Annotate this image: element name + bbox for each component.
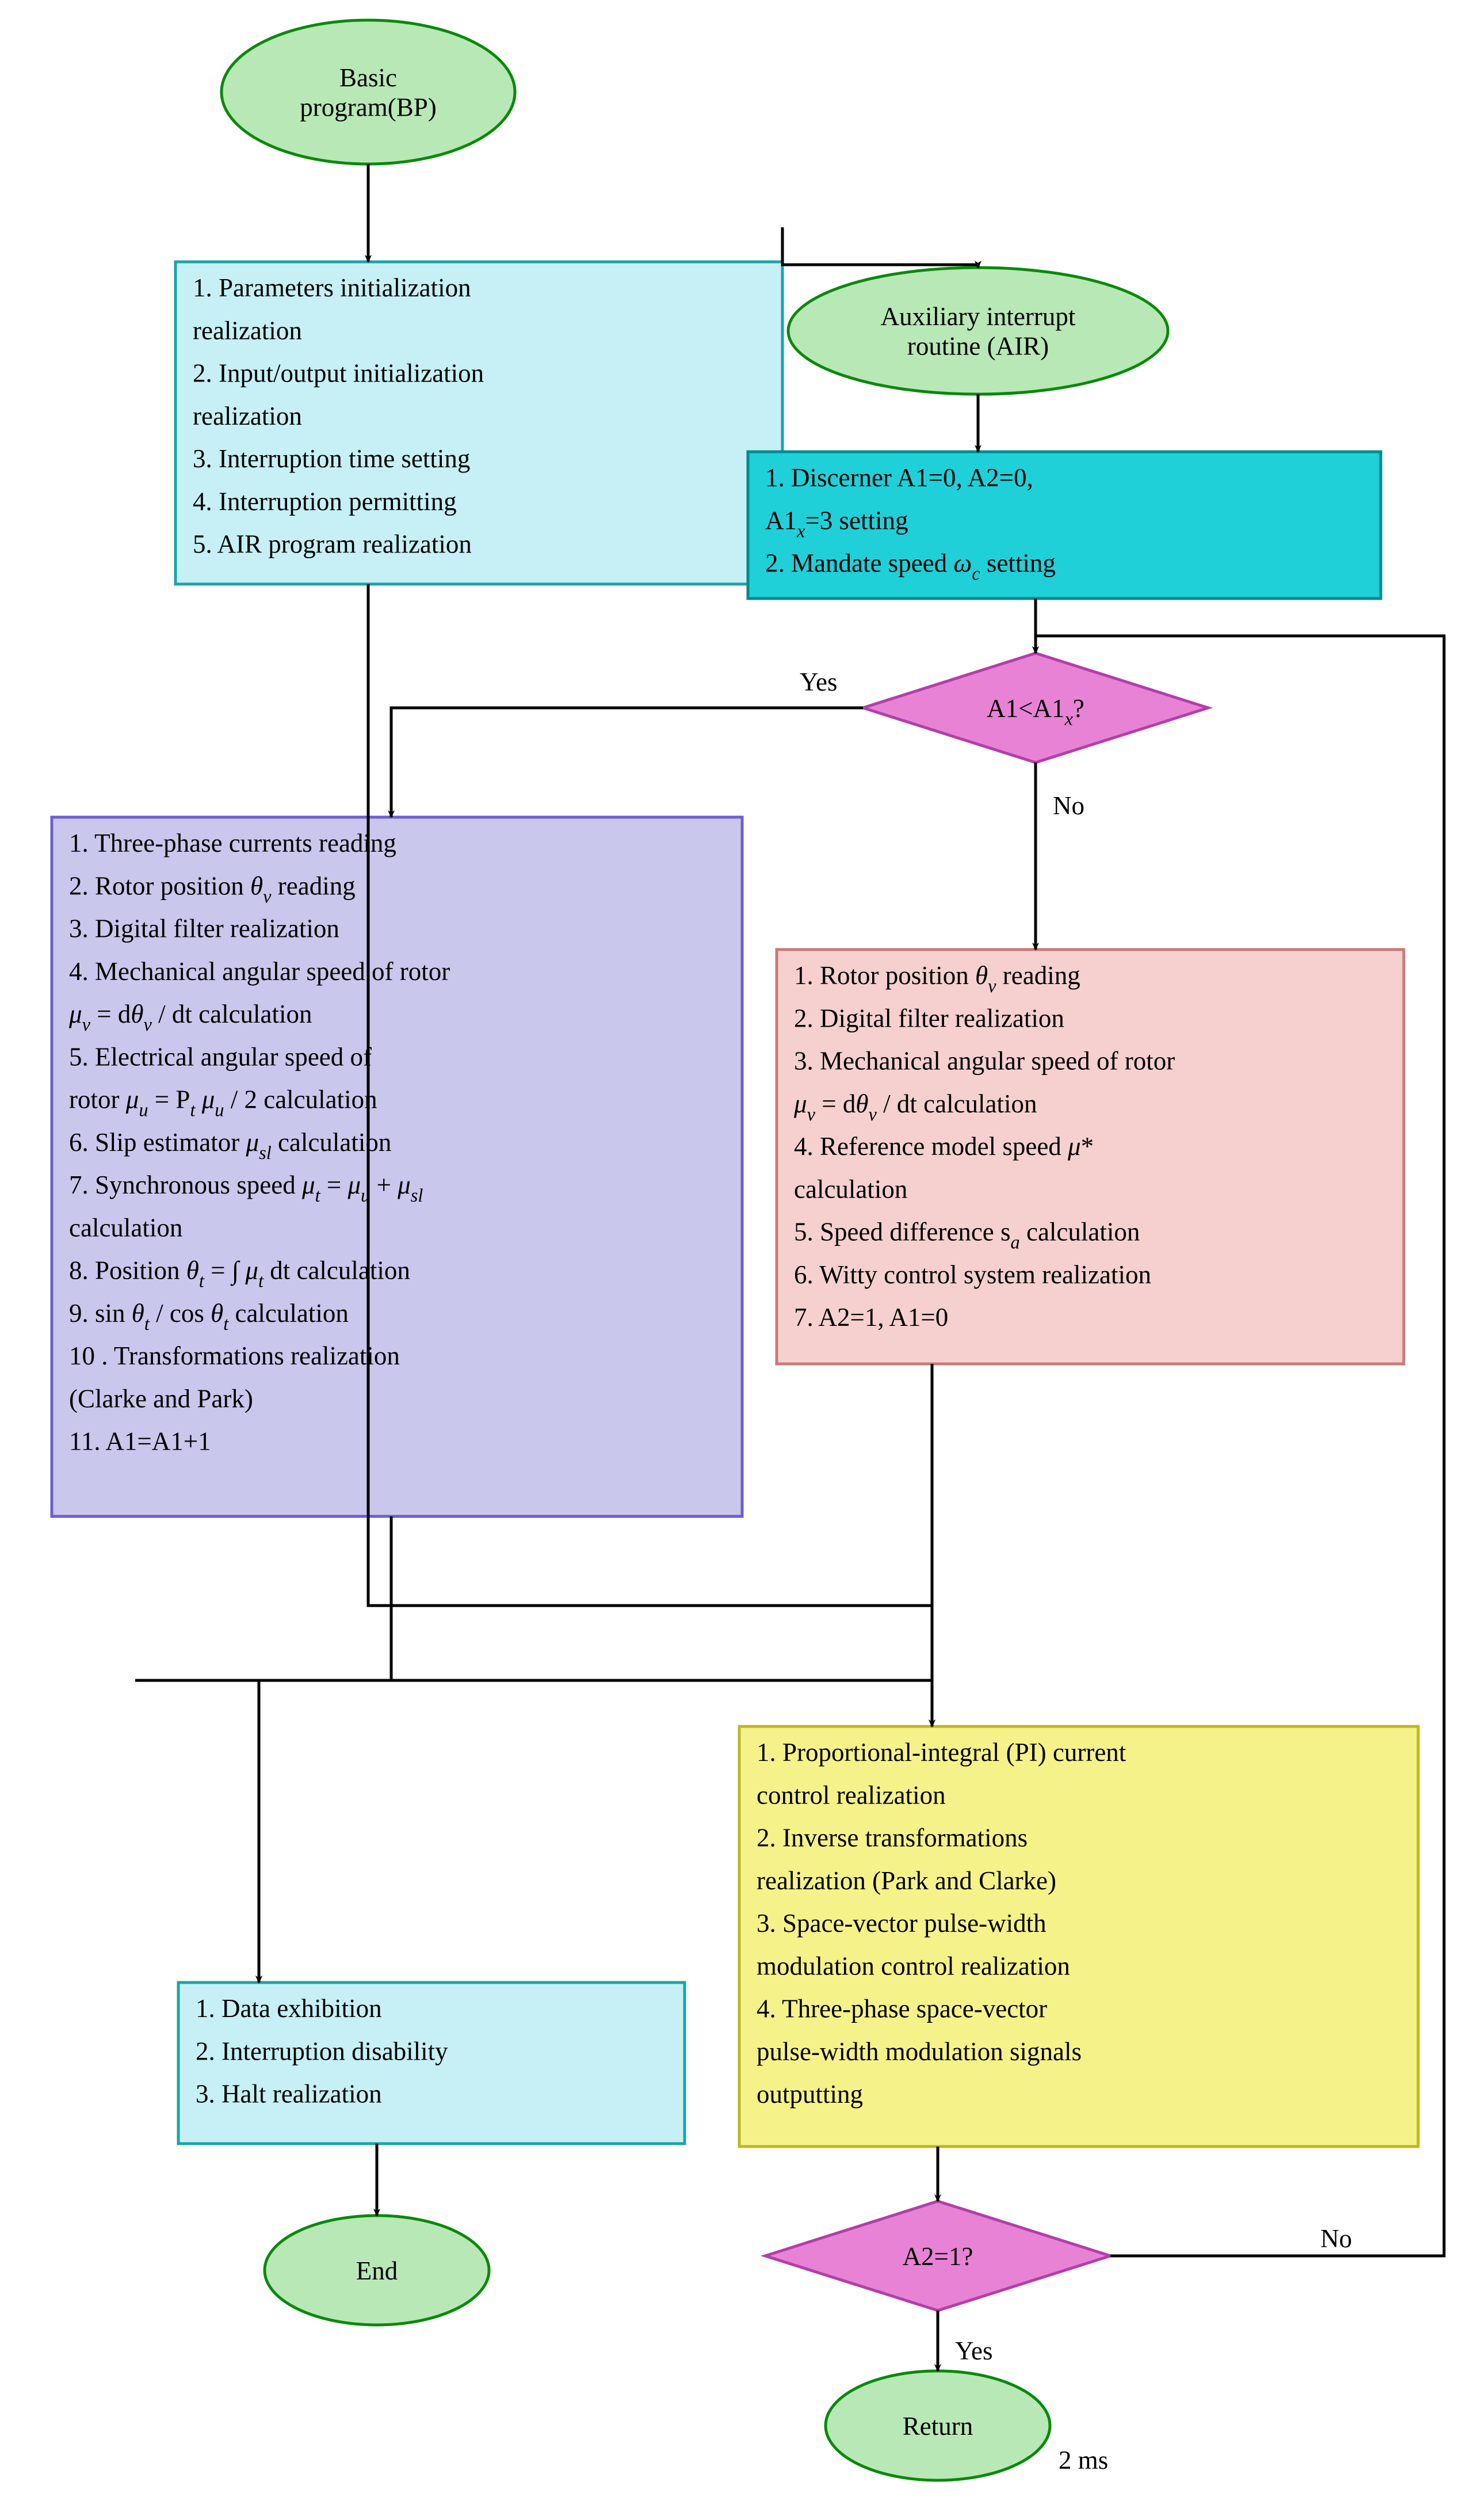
box-pi-line: control realization [757, 1781, 946, 1809]
box-rotorpos-line: calculation [794, 1175, 907, 1203]
box-init-line: realization [193, 402, 302, 430]
ellipse-air [788, 268, 1168, 394]
ellipse-air-label: Auxiliary interrupt [881, 302, 1076, 331]
box-rotorpos-line: 3. Mechanical angular speed of rotor [794, 1047, 1175, 1076]
box-threephase-line: calculation [69, 1213, 182, 1242]
label-t2ms: 2 ms [1059, 2446, 1108, 2475]
box-discerner-line: 1. Discerner A1=0, A2=0, [765, 463, 1033, 492]
box-pi-line: 2. Inverse transformations [757, 1824, 1028, 1852]
connector [391, 708, 863, 817]
ellipse-bp [221, 20, 515, 164]
label-yes1: Yes [800, 668, 837, 696]
flowchart-canvas: Basicprogram(BP) Auxiliary interruptrouti… [0, 0, 1478, 2520]
box-init-line: 4. Interruption permitting [193, 487, 457, 516]
box-pi-line: pulse-width modulation signals [757, 2037, 1082, 2066]
box-pi-line: modulation control realization [757, 1951, 1070, 1980]
box-threephase-line: 3. Digital filter realization [69, 914, 339, 943]
box-rotorpos-line: 7. A2=1, A1=0 [794, 1303, 948, 1332]
label-no1: No [1053, 791, 1084, 820]
ellipse-bp-label: program(BP) [300, 93, 436, 122]
box-init-line: 3. Interruption time setting [193, 444, 470, 473]
ellipse-return-label: Return [903, 2412, 973, 2441]
box-halt-line: 3. Halt realization [196, 2080, 382, 2109]
box-init-line: realization [193, 316, 302, 345]
ellipse-bp-label: Basic [339, 63, 397, 92]
box-pi-line: 1. Proportional-integral (PI) current [757, 1738, 1126, 1767]
ellipse-end-label: End [356, 2256, 398, 2285]
connector [782, 227, 978, 265]
box-init-line: 1. Parameters initialization [193, 273, 471, 302]
diamond-d2-label: A2=1? [903, 2242, 973, 2271]
box-rotorpos-line: 6. Witty control system realization [794, 1260, 1151, 1289]
box-init-line: 5. AIR program realization [193, 530, 472, 559]
box-halt-line: 1. Data exhibition [196, 1994, 382, 2023]
box-init-line: 2. Input/output initialization [193, 359, 484, 388]
box-threephase-line: 10 . Transformations realization [69, 1341, 400, 1370]
box-threephase-line: 1. Three-phase currents reading [69, 829, 396, 857]
box-threephase-line: 5. Electrical angular speed of [69, 1042, 372, 1071]
box-halt-line: 2. Interruption disability [196, 2037, 448, 2065]
label-no2: No [1320, 2224, 1352, 2253]
box-threephase-line: 11. A1=A1+1 [69, 1427, 211, 1456]
box-rotorpos-line: 4. Reference model speed μ* [794, 1132, 1094, 1161]
box-pi-line: realization (Park and Clarke) [757, 1866, 1056, 1895]
box-pi-line: outputting [757, 2080, 863, 2109]
ellipse-air-label: routine (AIR) [907, 332, 1049, 361]
box-pi-line: 4. Three-phase space-vector [757, 1995, 1047, 2023]
box-threephase-line: (Clarke and Park) [69, 1384, 253, 1413]
box-pi-line: 3. Space-vector pulse-width [757, 1909, 1047, 1938]
label-yes2: Yes [955, 2336, 992, 2365]
box-threephase-line: 4. Mechanical angular speed of rotor [69, 957, 450, 986]
box-rotorpos-line: 2. Digital filter realization [794, 1004, 1064, 1032]
